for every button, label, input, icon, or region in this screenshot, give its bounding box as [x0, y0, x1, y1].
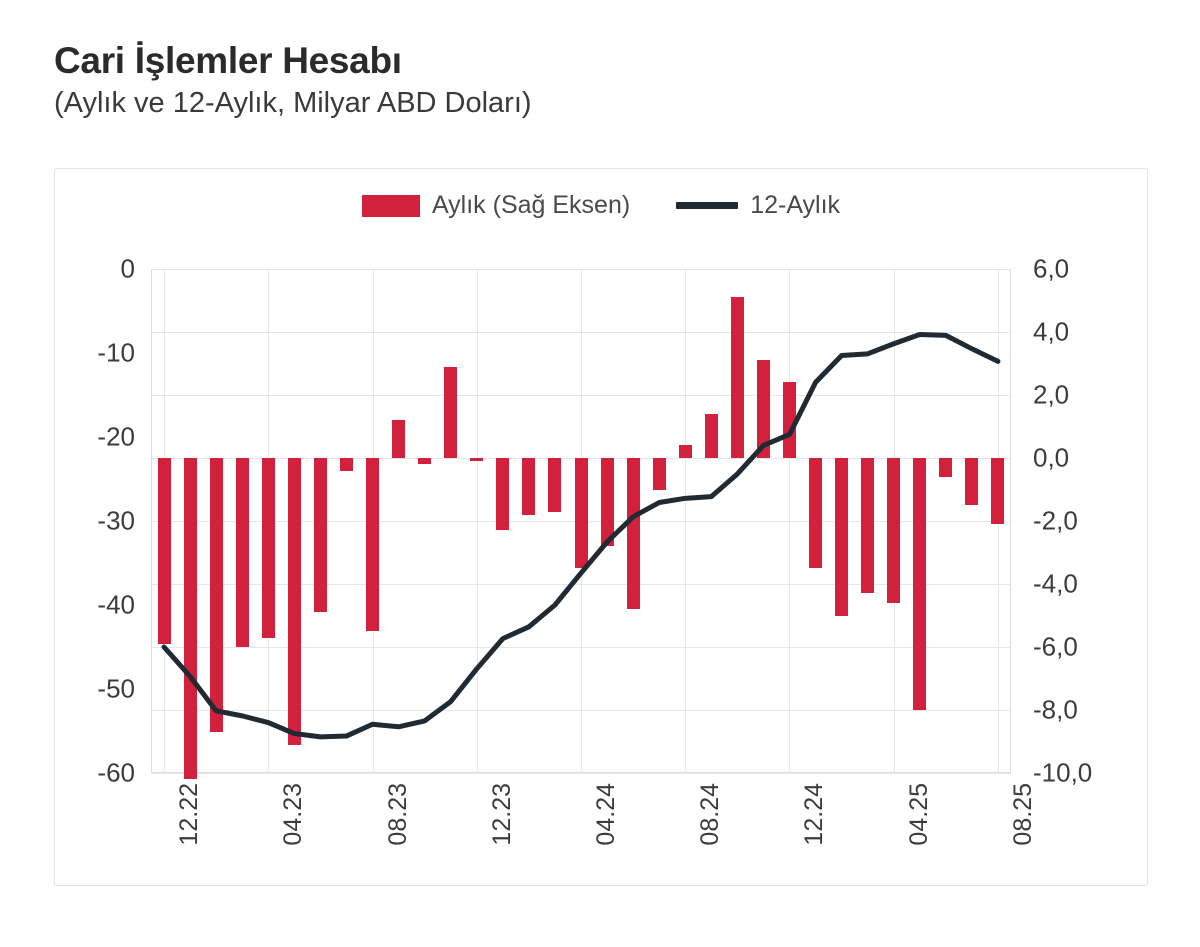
- bar: [965, 458, 979, 506]
- gridline-horizontal: [151, 773, 1011, 774]
- bar: [470, 458, 484, 462]
- y-tick-label-right: 4,0: [1033, 316, 1070, 347]
- y-tick-label-right: -10,0: [1033, 757, 1093, 788]
- bar: [339, 458, 353, 471]
- bar: [835, 458, 849, 616]
- bar: [782, 382, 796, 458]
- gridline-vertical: [476, 269, 478, 773]
- bar: [209, 458, 223, 733]
- y-tick-label-left: -10: [97, 337, 135, 368]
- bar: [183, 458, 197, 780]
- bar: [600, 458, 614, 547]
- y-tick-label-left: -40: [97, 589, 135, 620]
- y-tick-label-right: -2,0: [1033, 505, 1078, 536]
- plot-area: 0 -10 -20 -30 -40 -50 -60 6,0 4,0 2,0 0,0 -2,0 -4,0…: [97, 254, 1092, 846]
- x-tick-label: 04.25: [904, 783, 933, 846]
- bar: [809, 458, 823, 569]
- x-tick-label: 08.25: [1008, 783, 1037, 846]
- bar: [261, 458, 275, 638]
- page-subtitle: (Aylık ve 12-Aylık, Milyar ABD Doları): [54, 87, 532, 120]
- legend-label-12month: 12-Aylık: [750, 191, 841, 219]
- bar: [418, 458, 432, 465]
- x-tick-label: 12.24: [800, 783, 829, 846]
- bar: [366, 458, 379, 632]
- bar-swatch-icon: [361, 194, 420, 217]
- y-tick-label-right: 2,0: [1033, 379, 1070, 410]
- y-tick-label-left: -60: [97, 757, 135, 788]
- bar: [756, 360, 770, 458]
- legend-label-monthly: Aylık (Sağ Eksen): [431, 191, 631, 219]
- legend-item-monthly[interactable]: Aylık (Sağ Eksen): [361, 191, 631, 220]
- line-swatch-icon: [676, 202, 739, 209]
- chart-legend: Aylık (Sağ Eksen) 12-Aylık: [55, 191, 1147, 220]
- page-title: Cari İşlemler Hesabı: [54, 40, 402, 81]
- x-tick-label: 04.24: [592, 783, 620, 846]
- bar: [313, 458, 327, 613]
- bar: [652, 458, 666, 490]
- chart-card: Aylık (Sağ Eksen) 12-Aylık 0 -10 -20 -30 -40…: [54, 168, 1148, 886]
- y-tick-label-left: 0: [120, 253, 135, 284]
- bar: [678, 445, 692, 458]
- bar: [548, 458, 562, 512]
- bar: [287, 458, 301, 745]
- legend-item-12month[interactable]: 12-Aylık: [676, 191, 840, 220]
- bar: [496, 458, 510, 531]
- bar: [991, 458, 1005, 525]
- y-tick-label-left: -20: [97, 421, 135, 452]
- x-tick-label: 12.22: [175, 783, 204, 846]
- line-path: [161, 332, 1001, 740]
- y-tick-label-right: 0,0: [1033, 442, 1070, 473]
- x-tick-label: 08.24: [696, 783, 725, 846]
- y-tick-label-left: -30: [97, 505, 135, 536]
- title-block: Cari İşlemler Hesabı (Aylık ve 12-Aylık,…: [54, 40, 532, 121]
- x-tick-label: 12.23: [487, 783, 516, 846]
- x-tick-label: 04.23: [279, 783, 308, 846]
- bar: [235, 458, 249, 647]
- y-tick-label-right: -4,0: [1033, 568, 1078, 599]
- bar: [522, 458, 536, 515]
- bar: [574, 458, 588, 569]
- gridline-vertical: [789, 269, 791, 773]
- bar: [913, 458, 927, 710]
- line-series: [161, 332, 1001, 740]
- y-tick-label-right: 6,0: [1033, 253, 1070, 284]
- bar: [157, 458, 171, 644]
- bar: [887, 458, 901, 603]
- bar: [392, 420, 406, 458]
- x-tick-label: 08.23: [383, 783, 412, 846]
- y-tick-label-left: -50: [97, 673, 135, 704]
- bar: [444, 366, 458, 458]
- bar: [939, 458, 953, 477]
- bar: [730, 297, 744, 458]
- bar: [861, 458, 875, 594]
- bar: [626, 458, 640, 610]
- y-tick-label-right: -8,0: [1033, 694, 1078, 725]
- y-tick-label-right: -6,0: [1033, 631, 1078, 662]
- bar: [704, 413, 718, 458]
- gridline-vertical: [685, 269, 687, 773]
